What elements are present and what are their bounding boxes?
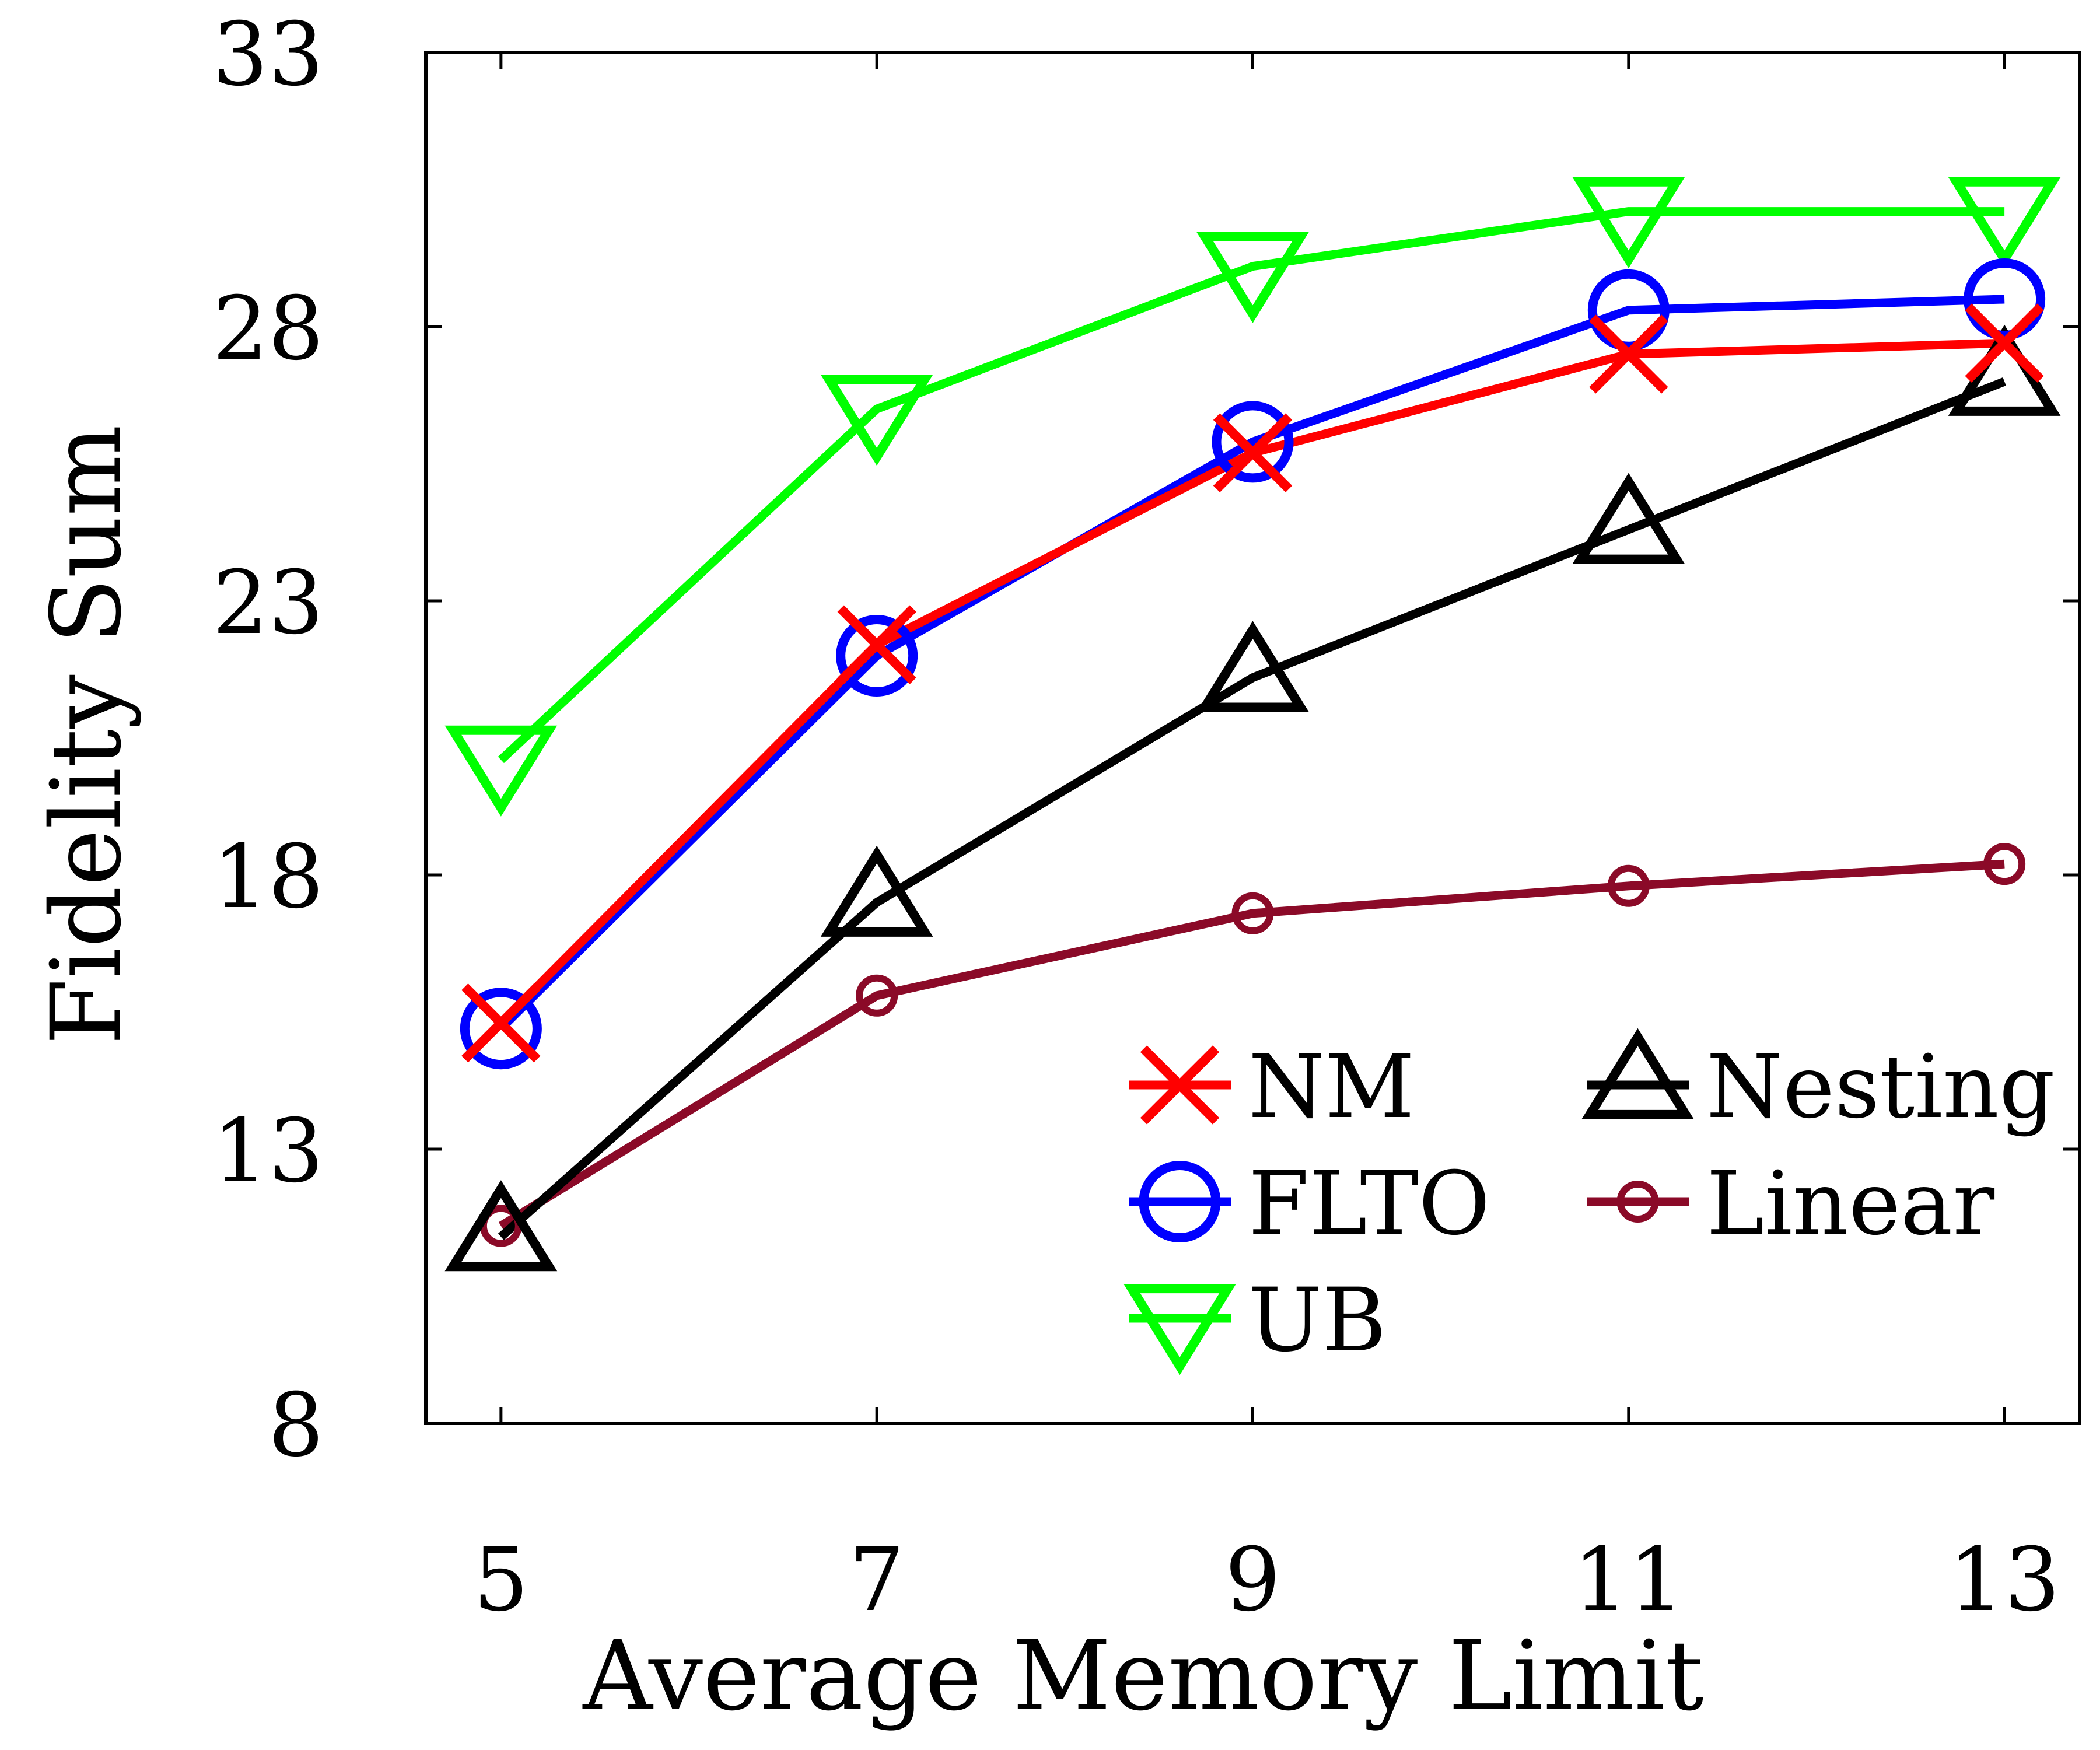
legend-item-ub: UB [1124, 1270, 1387, 1376]
data-point-nm [1589, 314, 1668, 394]
series-line-ub [498, 207, 2005, 764]
legend-item-flto: FLTO [1129, 1153, 1490, 1255]
data-point-linear [1983, 843, 2026, 886]
y-tick-label: 8 [268, 1375, 324, 1476]
y-tick-label: 13 [212, 1101, 324, 1202]
data-point-nm [837, 605, 916, 684]
data-point-flto [1587, 269, 1670, 351]
data-point-nesting [1196, 621, 1309, 712]
y-tick-label: 18 [212, 827, 324, 928]
x-tick-label: 9 [1225, 1530, 1280, 1631]
data-point-nesting [444, 1180, 558, 1272]
legend-label: Linear [1706, 1153, 1994, 1255]
series-markers [444, 177, 2061, 1272]
x-tick-label: 7 [849, 1530, 904, 1631]
x-axis-title: Average Memory Limit [582, 1620, 1703, 1732]
data-point-ub [1572, 177, 1685, 268]
legend: NM Nesting FLTO Linear UB [1124, 1028, 2055, 1376]
data-point-nesting [820, 845, 933, 937]
y-tick-label: 28 [212, 278, 324, 380]
series-line-flto [498, 295, 2005, 1032]
data-point-nesting [1572, 473, 1685, 564]
data-point-nm [1965, 303, 2044, 383]
axis-ticks: 5 7 9 11 13 8 13 18 23 28 33 [212, 4, 2080, 1631]
data-point-flto [460, 988, 542, 1070]
series-lines [498, 207, 2006, 1241]
series-line-nesting [498, 377, 2006, 1241]
data-point-ub [1196, 232, 1309, 323]
legend-swatch-marker [1616, 1181, 1659, 1223]
data-point-flto [1964, 258, 2046, 340]
legend-item-linear: Linear [1587, 1153, 1994, 1255]
x-tick-label: 11 [1573, 1530, 1684, 1631]
data-point-ub [444, 725, 558, 817]
y-axis-title: Fidelity Sum [30, 425, 142, 1045]
legend-swatch-marker [1124, 1284, 1236, 1376]
data-point-linear [856, 974, 898, 1017]
series-line-linear [498, 859, 2005, 1230]
data-point-flto [1212, 401, 1294, 483]
legend-item-nesting: Nesting [1581, 1028, 2055, 1138]
legend-swatch-marker [1139, 1161, 1221, 1242]
x-tick-label: 5 [473, 1530, 528, 1631]
legend-item-nm: NM [1129, 1037, 1415, 1138]
data-point-linear [1231, 892, 1274, 935]
legend-swatch-marker [1140, 1045, 1220, 1125]
data-point-nm [1213, 413, 1293, 492]
y-tick-label: 23 [212, 552, 324, 654]
legend-label: FLTO [1248, 1153, 1490, 1255]
legend-swatch-marker [1581, 1028, 1694, 1119]
legend-label: NM [1248, 1037, 1415, 1138]
y-tick-label: 33 [212, 4, 324, 106]
data-point-ub [820, 374, 933, 466]
x-tick-label: 13 [1949, 1530, 2060, 1631]
legend-label: UB [1248, 1270, 1387, 1371]
data-point-linear [1607, 864, 1650, 907]
data-point-flto [836, 615, 918, 696]
data-point-nm [461, 984, 541, 1063]
legend-label: Nesting [1706, 1037, 2055, 1138]
data-point-ub [1948, 177, 2061, 268]
